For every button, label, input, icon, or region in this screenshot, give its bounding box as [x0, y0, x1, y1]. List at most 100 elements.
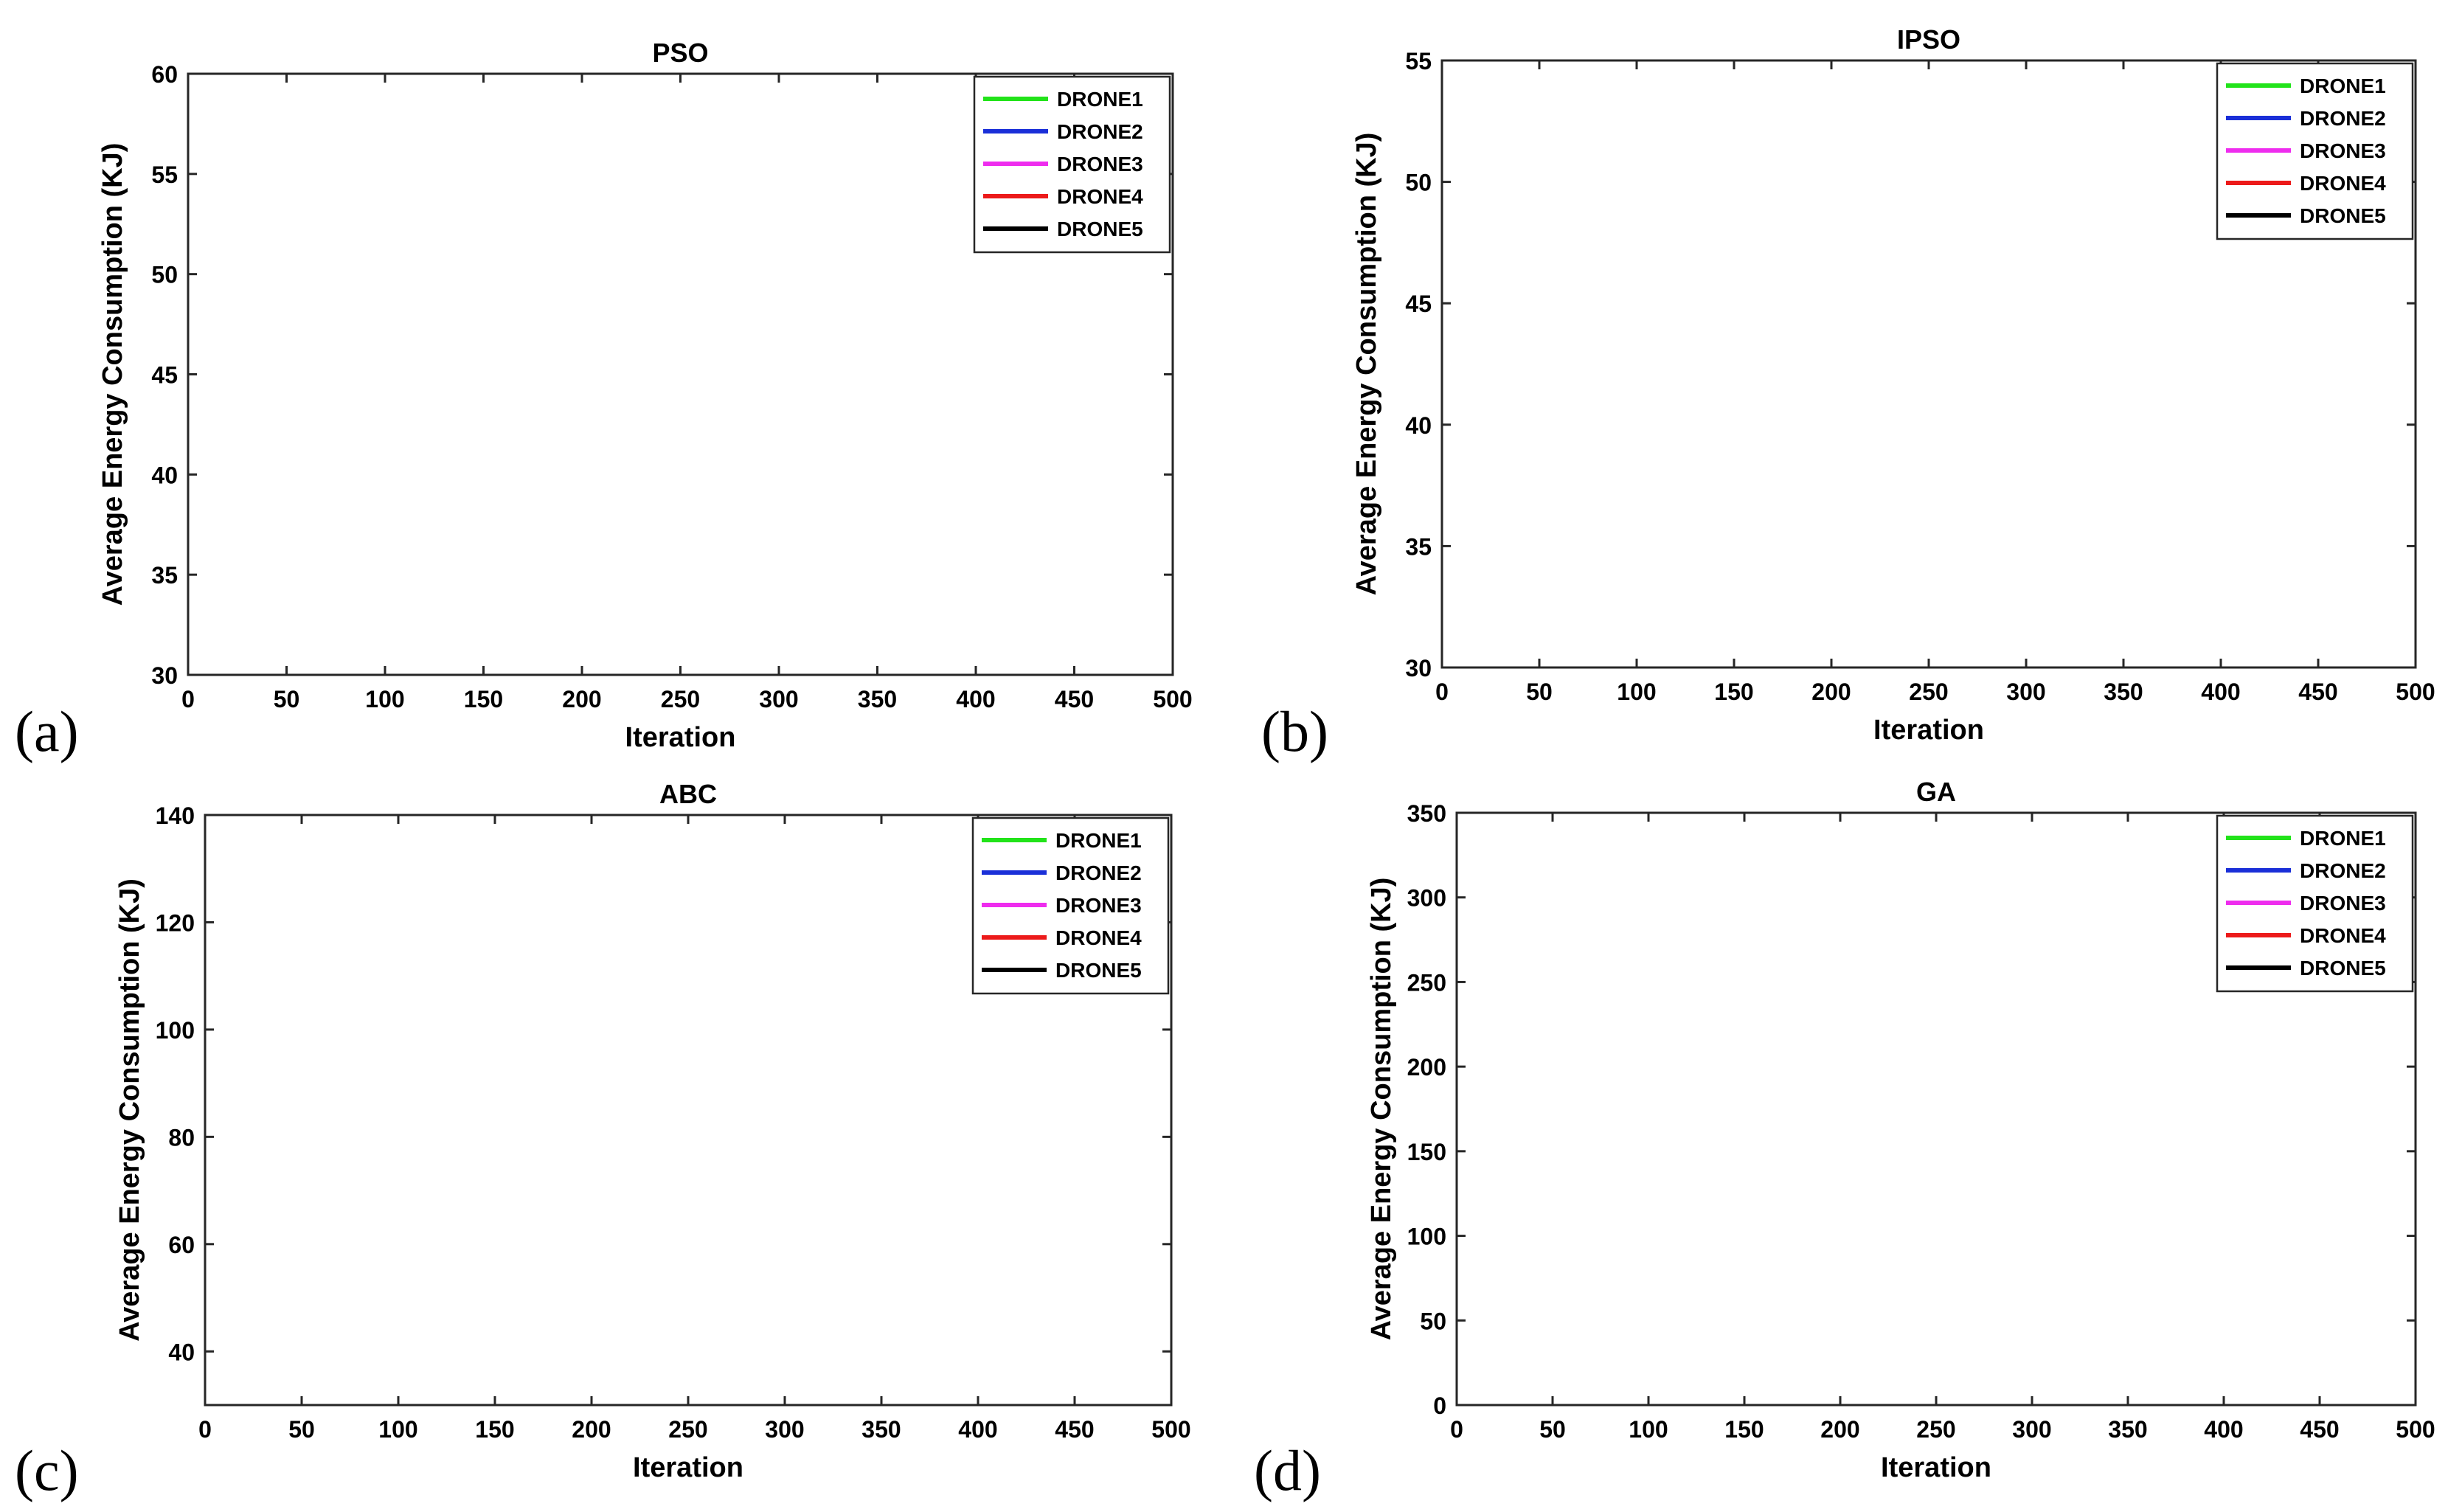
x-tick-label: 200 [1820, 1416, 1859, 1443]
x-tick-label: 200 [562, 686, 601, 712]
x-tick-label: 100 [1617, 679, 1656, 705]
y-tick-label: 100 [156, 1017, 195, 1044]
x-tick-label: 0 [1435, 679, 1449, 705]
y-tick-label: 35 [1405, 533, 1432, 560]
x-tick-label: 500 [1151, 1416, 1190, 1443]
x-tick-label: 500 [2396, 1416, 2435, 1443]
figure: 0 50 100 150 200 250 300 350 400 450 5003035404550… [0, 0, 2448, 1512]
y-tick-label: 300 [1407, 885, 1446, 912]
x-tick-label: 300 [2006, 679, 2045, 705]
legend: DRONE1 DRONE2 DRONE3 DRONE4 DRONE5 [974, 77, 1170, 252]
chart-title: IPSO [1897, 24, 1960, 55]
x-tick-label: 100 [1629, 1416, 1668, 1443]
y-tick-label: 60 [168, 1232, 195, 1258]
y-tick-label: 120 [156, 909, 195, 936]
x-tick-label: 0 [1450, 1416, 1463, 1443]
y-axis-label: Average Energy Consumption (KJ) [1351, 133, 1382, 596]
x-tick-label: 450 [1055, 686, 1094, 712]
legend-label: DRONE2 [1057, 120, 1143, 143]
x-axis-label: Iteration [1873, 715, 1984, 746]
x-tick-label: 450 [2298, 679, 2337, 705]
legend-label: DRONE4 [2300, 924, 2386, 947]
x-tick-label: 100 [365, 686, 404, 712]
x-tick-label: 50 [1539, 1416, 1566, 1443]
y-tick-label: 45 [151, 362, 178, 389]
x-tick-label: 400 [2204, 1416, 2243, 1443]
y-tick-label: 55 [151, 162, 178, 188]
y-tick-label: 100 [1407, 1224, 1446, 1250]
panel-letter: (b) [1261, 699, 1328, 763]
x-tick-label: 450 [1055, 1416, 1094, 1443]
legend-label: DRONE4 [1057, 185, 1143, 208]
x-tick-label: 250 [668, 1416, 707, 1443]
legend-label: DRONE2 [2300, 107, 2386, 130]
y-tick-label: 40 [1405, 412, 1432, 439]
legend-label: DRONE3 [2300, 892, 2386, 915]
legend-label: DRONE1 [2300, 827, 2386, 850]
x-tick-label: 150 [475, 1416, 514, 1443]
legend: DRONE1 DRONE2 DRONE3 DRONE4 DRONE5 [2217, 63, 2413, 239]
panel-letter: (c) [15, 1438, 79, 1502]
x-tick-label: 400 [956, 686, 995, 712]
y-tick-label: 55 [1405, 48, 1432, 74]
legend-label: DRONE3 [1055, 894, 1142, 917]
legend: DRONE1 DRONE2 DRONE3 DRONE4 DRONE5 [2217, 816, 2413, 991]
x-tick-label: 450 [2300, 1416, 2339, 1443]
x-tick-label: 50 [274, 686, 300, 712]
chart-title: GA [1916, 777, 1956, 807]
chart-panel-ga: 0 50 100 150 200 250 300 350 400 450 500 0 50 100 150 2… [1366, 777, 2435, 1483]
y-tick-label: 200 [1407, 1054, 1446, 1081]
x-tick-label: 100 [378, 1416, 417, 1443]
y-tick-label: 50 [1405, 170, 1432, 196]
x-tick-label: 350 [861, 1416, 901, 1443]
y-tick-label: 60 [151, 61, 178, 88]
x-tick-label: 250 [1916, 1416, 1955, 1443]
x-tick-label: 350 [2108, 1416, 2147, 1443]
x-tick-label: 300 [765, 1416, 804, 1443]
x-tick-label: 0 [198, 1416, 212, 1443]
x-axis-label: Iteration [1881, 1452, 1991, 1483]
legend-label: DRONE1 [2300, 74, 2386, 97]
y-axis-label: Average Energy Consumption (KJ) [114, 878, 145, 1342]
chart-title: PSO [652, 38, 708, 68]
y-tick-label: 140 [156, 802, 195, 829]
legend-label: DRONE3 [1057, 153, 1143, 176]
legend-label: DRONE1 [1055, 829, 1142, 852]
y-tick-label: 50 [151, 262, 178, 288]
chart-panel-ipso: 0 50 100 150 200 250 300 350 400 450 500 30 35 40 45 50… [1351, 24, 2435, 746]
y-tick-label: 30 [151, 662, 178, 689]
panel-letter: (a) [15, 699, 79, 763]
x-axis-label: Iteration [633, 1452, 743, 1483]
y-tick-label: 150 [1407, 1139, 1446, 1165]
legend-label: DRONE2 [2300, 859, 2386, 882]
x-tick-label: 250 [1909, 679, 1948, 705]
y-axis-label: Average Energy Consumption (KJ) [97, 143, 128, 606]
legend-label: DRONE5 [2300, 204, 2386, 227]
legend-label: DRONE4 [2300, 172, 2386, 195]
chart-panel-pso: 0 50 100 150 200 250 300 350 400 450 500 30 35 40 45 50… [97, 38, 1193, 753]
y-tick-label: 45 [1405, 291, 1432, 317]
legend-label: DRONE1 [1057, 88, 1143, 111]
x-tick-label: 150 [464, 686, 503, 712]
y-tick-label: 35 [151, 562, 178, 589]
x-tick-label: 200 [572, 1416, 611, 1443]
x-axis-label: Iteration [625, 722, 736, 753]
y-tick-label: 80 [168, 1124, 195, 1151]
legend-label: DRONE4 [1055, 926, 1142, 949]
y-tick-label: 0 [1433, 1393, 1446, 1419]
legend-label: DRONE3 [2300, 139, 2386, 162]
legend-label: DRONE5 [1057, 218, 1143, 240]
x-tick-label: 50 [1526, 679, 1553, 705]
y-axis-label: Average Energy Consumption (KJ) [1366, 878, 1397, 1341]
chart-panel-abc: 0 50 100 150 200 250 300 350 400 450 500 40 60 80 100 1… [114, 779, 1191, 1483]
x-tick-label: 500 [1153, 686, 1192, 712]
y-tick-label: 50 [1420, 1308, 1446, 1334]
y-tick-label: 40 [151, 462, 178, 488]
panel-letter: (d) [1254, 1438, 1321, 1502]
y-tick-label: 30 [1405, 655, 1432, 682]
x-tick-label: 150 [1724, 1416, 1764, 1443]
y-tick-label: 40 [168, 1339, 195, 1365]
x-tick-label: 500 [2396, 679, 2435, 705]
x-tick-label: 400 [2201, 679, 2240, 705]
legend-label: DRONE5 [2300, 957, 2386, 979]
